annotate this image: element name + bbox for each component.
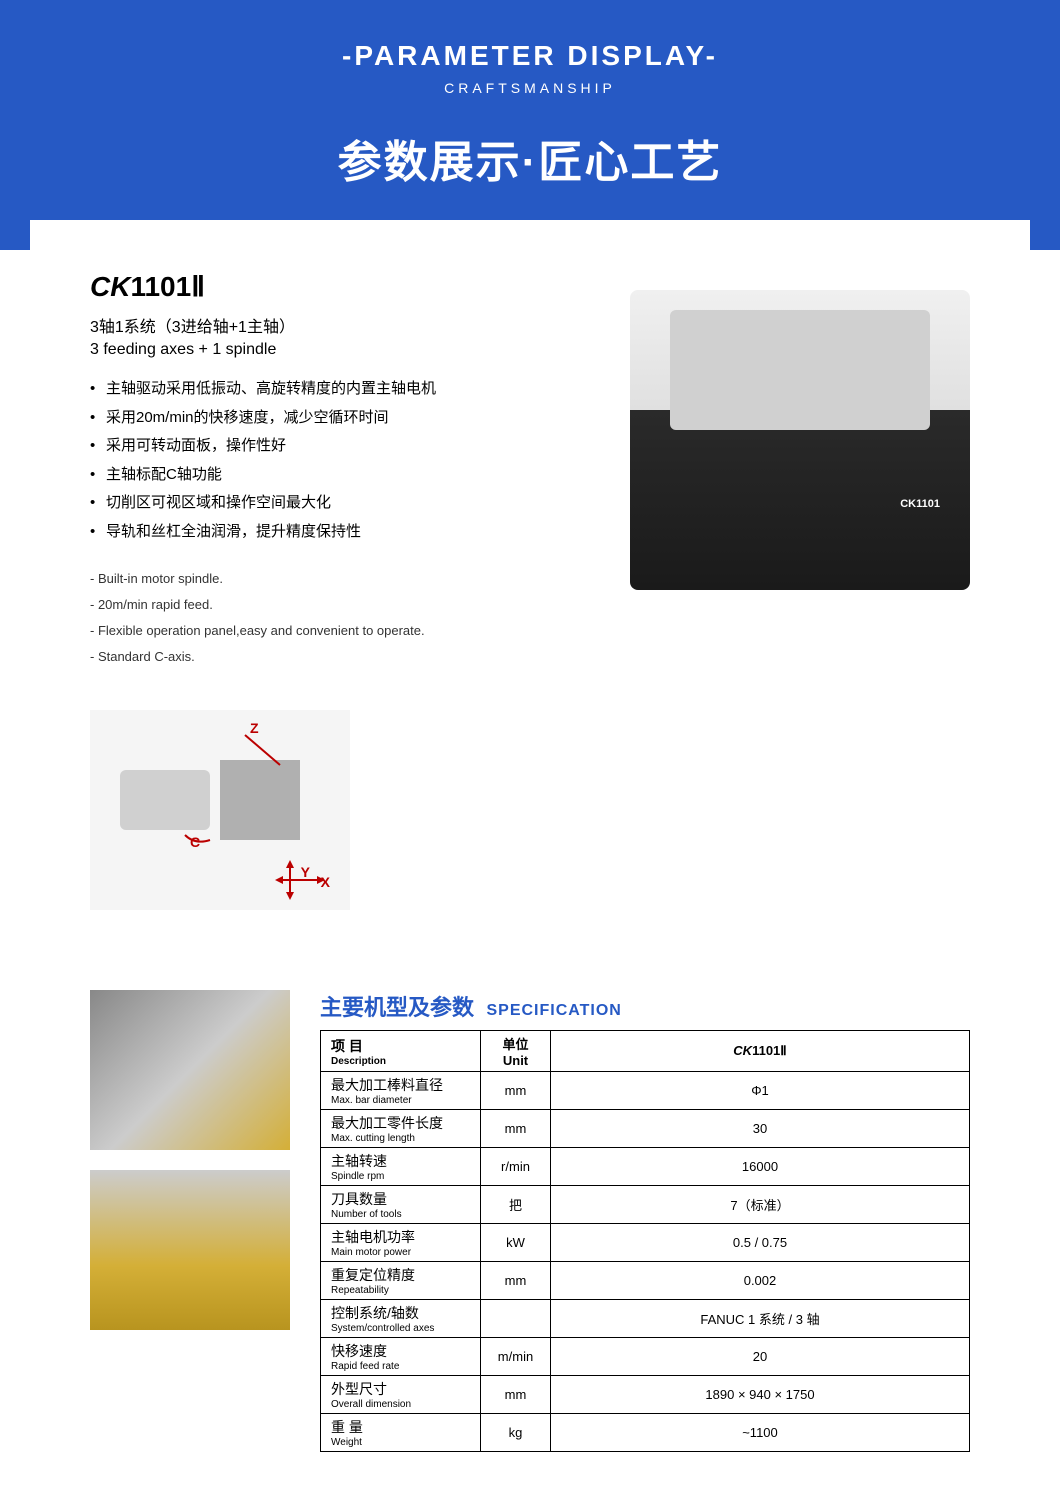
content-wrapper: CK1101Ⅱ 3轴1系统（3进给轴+1主轴） 3 feeding axes +…	[30, 220, 1030, 1512]
product-section: CK1101Ⅱ 3轴1系统（3进给轴+1主轴） 3 feeding axes +…	[90, 270, 970, 910]
spec-image-2	[90, 1170, 290, 1330]
spec-title-cn: 主要机型及参数	[320, 995, 474, 1020]
features-list-en: - Built-in motor spindle.- 20m/min rapid…	[90, 566, 590, 670]
feature-item-en: - Flexible operation panel,easy and conv…	[90, 618, 590, 644]
cell-value: 7（标准）	[551, 1186, 970, 1224]
cell-value: 20	[551, 1338, 970, 1376]
header-desc-cn: 项 目	[331, 1036, 470, 1056]
header-desc-en: Description	[331, 1056, 470, 1067]
header-model: CK1101Ⅱ	[551, 1031, 970, 1072]
cell-unit	[481, 1300, 551, 1338]
product-info: CK1101Ⅱ 3轴1系统（3进给轴+1主轴） 3 feeding axes +…	[90, 270, 590, 910]
product-image-container: CK1101	[630, 270, 970, 910]
diagram-c-label: C	[190, 834, 200, 850]
feature-item-cn: 主轴标配C轴功能	[90, 461, 590, 490]
header-model-number: 1101Ⅱ	[752, 1043, 787, 1058]
table-row: 快移速度Rapid feed ratem/min20	[321, 1338, 970, 1376]
cell-unit: 把	[481, 1186, 551, 1224]
cell-unit: r/min	[481, 1148, 551, 1186]
feature-item-en: - Standard C-axis.	[90, 644, 590, 670]
table-row: 最大加工零件长度Max. cutting lengthmm30	[321, 1110, 970, 1148]
header-description: 项 目 Description	[321, 1031, 481, 1072]
cell-description: 最大加工棒料直径Max. bar diameter	[321, 1072, 481, 1110]
model-name: CK1101Ⅱ	[90, 270, 590, 303]
cell-value: 1890 × 940 × 1750	[551, 1376, 970, 1414]
table-row: 重 量Weightkg~1100	[321, 1414, 970, 1452]
cell-value: Φ1	[551, 1072, 970, 1110]
spec-table: 项 目 Description 单位 Unit CK1101Ⅱ 最大加工棒料直径…	[320, 1030, 970, 1452]
cell-description: 主轴电机功率Main motor power	[321, 1224, 481, 1262]
table-row: 主轴电机功率Main motor powerkW0.5 / 0.75	[321, 1224, 970, 1262]
spec-section: 主要机型及参数 SPECIFICATION 项 目 Description 单位…	[90, 990, 970, 1452]
cell-value: 0.002	[551, 1262, 970, 1300]
cell-unit: m/min	[481, 1338, 551, 1376]
diagram-x-label: X	[321, 874, 330, 890]
table-row: 主轴转速Spindle rpmr/min16000	[321, 1148, 970, 1186]
spec-images	[90, 990, 290, 1452]
feature-item-cn: 采用可转动面板，操作性好	[90, 432, 590, 461]
table-row: 外型尺寸Overall dimensionmm1890 × 940 × 1750	[321, 1376, 970, 1414]
table-row: 控制系统/轴数System/controlled axes FANUC 1 系统 …	[321, 1300, 970, 1338]
header-unit-en: Unit	[503, 1053, 528, 1068]
cell-unit: mm	[481, 1110, 551, 1148]
header-model-prefix: CK	[733, 1043, 752, 1058]
feature-item-en: - Built-in motor spindle.	[90, 566, 590, 592]
axes-info-en: 3 feeding axes + 1 spindle	[90, 341, 590, 359]
cell-description: 最大加工零件长度Max. cutting length	[321, 1110, 481, 1148]
cell-value: FANUC 1 系统 / 3 轴	[551, 1300, 970, 1338]
cell-value: 16000	[551, 1148, 970, 1186]
cell-description: 重 量Weight	[321, 1414, 481, 1452]
table-row: 重复定位精度Repeatabilitymm0.002	[321, 1262, 970, 1300]
cell-description: 快移速度Rapid feed rate	[321, 1338, 481, 1376]
header-subtitle-en: CRAFTSMANSHIP	[20, 80, 1040, 96]
axes-diagram: Z C Y X	[90, 710, 350, 910]
axes-info-cn: 3轴1系统（3进给轴+1主轴）	[90, 313, 590, 337]
features-list-cn: 主轴驱动采用低振动、高旋转精度的内置主轴电机采用20m/min的快移速度，减少空…	[90, 375, 590, 546]
feature-item-cn: 切削区可视区域和操作空间最大化	[90, 489, 590, 518]
cell-description: 刀具数量Number of tools	[321, 1186, 481, 1224]
header-title-cn: 参数展示·匠心工艺	[20, 126, 1040, 190]
header-title-en: -PARAMETER DISPLAY-	[20, 40, 1040, 72]
spec-content: 主要机型及参数 SPECIFICATION 项 目 Description 单位…	[320, 990, 970, 1452]
header-unit-cn: 单位	[502, 1037, 528, 1052]
header-unit: 单位 Unit	[481, 1031, 551, 1072]
cell-unit: mm	[481, 1262, 551, 1300]
table-header-row: 项 目 Description 单位 Unit CK1101Ⅱ	[321, 1031, 970, 1072]
cell-unit: kg	[481, 1414, 551, 1452]
diagram-y-label: Y	[301, 864, 310, 880]
machine-label: CK1101	[900, 498, 940, 510]
feature-item-cn: 主轴驱动采用低振动、高旋转精度的内置主轴电机	[90, 375, 590, 404]
feature-item-cn: 导轨和丝杠全油润滑，提升精度保持性	[90, 518, 590, 547]
cell-description: 控制系统/轴数System/controlled axes	[321, 1300, 481, 1338]
cell-description: 重复定位精度Repeatability	[321, 1262, 481, 1300]
feature-item-en: - 20m/min rapid feed.	[90, 592, 590, 618]
table-row: 刀具数量Number of tools把7（标准）	[321, 1186, 970, 1224]
cell-description: 主轴转速Spindle rpm	[321, 1148, 481, 1186]
cell-unit: mm	[481, 1072, 551, 1110]
spec-title: 主要机型及参数 SPECIFICATION	[320, 990, 970, 1022]
table-row: 最大加工棒料直径Max. bar diametermmΦ1	[321, 1072, 970, 1110]
cell-description: 外型尺寸Overall dimension	[321, 1376, 481, 1414]
spec-title-en: SPECIFICATION	[486, 1002, 621, 1019]
cell-unit: mm	[481, 1376, 551, 1414]
diagram-z-label: Z	[250, 720, 259, 736]
cell-value: 30	[551, 1110, 970, 1148]
cell-value: 0.5 / 0.75	[551, 1224, 970, 1262]
model-prefix: CK	[90, 271, 130, 302]
header-banner: -PARAMETER DISPLAY- CRAFTSMANSHIP 参数展示·匠…	[0, 0, 1060, 250]
spec-image-1	[90, 990, 290, 1150]
cell-value: ~1100	[551, 1414, 970, 1452]
feature-item-cn: 采用20m/min的快移速度，减少空循环时间	[90, 404, 590, 433]
model-number: 1101Ⅱ	[130, 271, 205, 302]
machine-image: CK1101	[630, 290, 970, 590]
cell-unit: kW	[481, 1224, 551, 1262]
